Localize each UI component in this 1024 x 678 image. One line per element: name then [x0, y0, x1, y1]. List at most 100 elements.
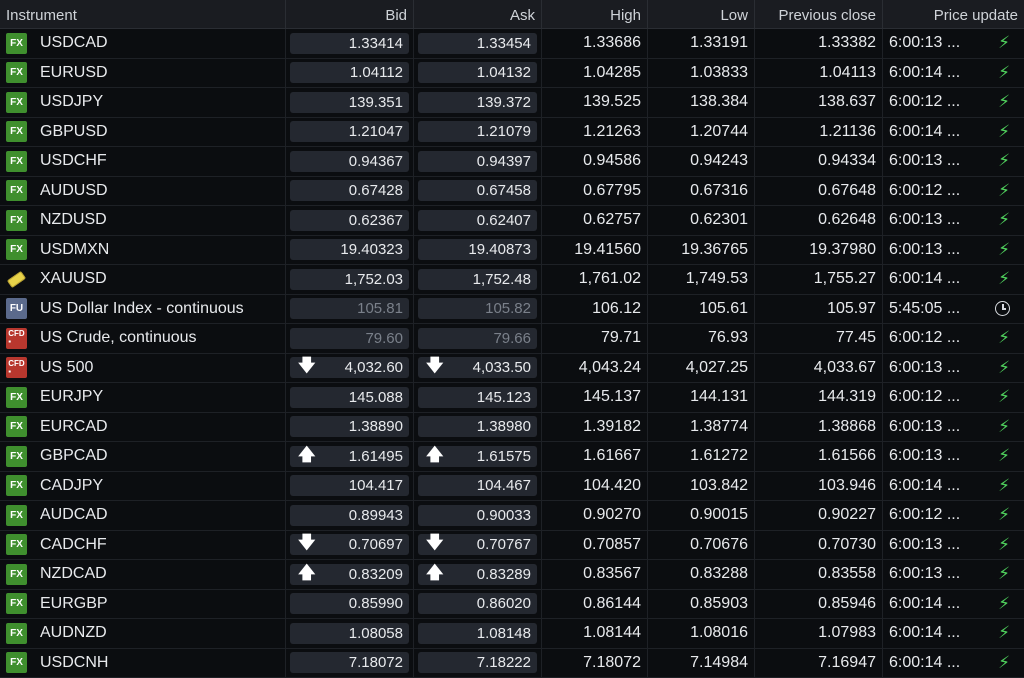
bid-cell[interactable]: 79.60 [286, 324, 414, 353]
ask-cell[interactable]: 0.62407 [414, 206, 542, 235]
bid-button[interactable]: 79.60 [290, 328, 409, 349]
bid-cell[interactable]: 🡅1.61495 [286, 442, 414, 471]
ask-cell[interactable]: 🡅0.83289 [414, 560, 542, 589]
table-row[interactable]: XAUUSD 1,752.03 1,752.48 1,761.02 1,749.… [0, 265, 1024, 295]
bid-button[interactable]: 1.38890 [290, 416, 409, 437]
ask-cell[interactable]: 1.21079 [414, 118, 542, 147]
bid-button[interactable]: 1.33414 [290, 33, 409, 54]
bid-cell[interactable]: 🡇0.70697 [286, 531, 414, 560]
ask-button[interactable]: 1.38980 [418, 416, 537, 437]
bid-button[interactable]: 19.40323 [290, 239, 409, 260]
ask-cell[interactable]: 79.66 [414, 324, 542, 353]
ask-button[interactable]: 🡅1.61575 [418, 446, 537, 467]
ask-cell[interactable]: 1.33454 [414, 29, 542, 58]
ask-cell[interactable]: 0.94397 [414, 147, 542, 176]
ask-cell[interactable]: 🡇4,033.50 [414, 354, 542, 383]
bid-button[interactable]: 1,752.03 [290, 269, 409, 290]
ask-cell[interactable]: 0.90033 [414, 501, 542, 530]
table-row[interactable]: CFD▪US 500 🡇4,032.60 🡇4,033.50 4,043.24 … [0, 354, 1024, 384]
ask-cell[interactable]: 1.04132 [414, 59, 542, 88]
bid-cell[interactable]: 145.088 [286, 383, 414, 412]
bid-button[interactable]: 🡅0.83209 [290, 564, 409, 585]
ask-cell[interactable]: 7.18222 [414, 649, 542, 678]
ask-button[interactable]: 1.04132 [418, 62, 537, 83]
ask-button[interactable]: 🡇4,033.50 [418, 357, 537, 378]
bid-button[interactable]: 139.351 [290, 92, 409, 113]
col-ask[interactable]: Ask [414, 0, 542, 28]
bid-button[interactable]: 7.18072 [290, 652, 409, 673]
ask-cell[interactable]: 🡇0.70767 [414, 531, 542, 560]
bid-cell[interactable]: 0.62367 [286, 206, 414, 235]
ask-button[interactable]: 1,752.48 [418, 269, 537, 290]
bid-button[interactable]: 104.417 [290, 475, 409, 496]
bid-cell[interactable]: 0.67428 [286, 177, 414, 206]
bid-cell[interactable]: 1,752.03 [286, 265, 414, 294]
ask-button[interactable]: 1.08148 [418, 623, 537, 644]
bid-button[interactable]: 1.04112 [290, 62, 409, 83]
ask-cell[interactable]: 1,752.48 [414, 265, 542, 294]
ask-button[interactable]: 104.467 [418, 475, 537, 496]
bid-cell[interactable]: 19.40323 [286, 236, 414, 265]
col-price-update[interactable]: Price update [883, 0, 1024, 28]
ask-cell[interactable]: 1.38980 [414, 413, 542, 442]
bid-cell[interactable]: 105.81 [286, 295, 414, 324]
bid-cell[interactable]: 139.351 [286, 88, 414, 117]
col-bid[interactable]: Bid [286, 0, 414, 28]
ask-button[interactable]: 🡅0.83289 [418, 564, 537, 585]
bid-cell[interactable]: 1.21047 [286, 118, 414, 147]
col-high[interactable]: High [542, 0, 648, 28]
ask-button[interactable]: 145.123 [418, 387, 537, 408]
ask-button[interactable]: 7.18222 [418, 652, 537, 673]
ask-button[interactable]: 79.66 [418, 328, 537, 349]
ask-button[interactable]: 105.82 [418, 298, 537, 319]
ask-button[interactable]: 1.21079 [418, 121, 537, 142]
bid-button[interactable]: 1.08058 [290, 623, 409, 644]
ask-cell[interactable]: 139.372 [414, 88, 542, 117]
bid-cell[interactable]: 1.08058 [286, 619, 414, 648]
bid-cell[interactable]: 0.85990 [286, 590, 414, 619]
ask-cell[interactable]: 105.82 [414, 295, 542, 324]
bid-button[interactable]: 0.62367 [290, 210, 409, 231]
bid-cell[interactable]: 1.38890 [286, 413, 414, 442]
bid-button[interactable]: 1.21047 [290, 121, 409, 142]
bid-button[interactable]: 🡇4,032.60 [290, 357, 409, 378]
bid-button[interactable]: 0.89943 [290, 505, 409, 526]
ask-cell[interactable]: 0.67458 [414, 177, 542, 206]
ask-cell[interactable]: 0.86020 [414, 590, 542, 619]
ask-button[interactable]: 19.40873 [418, 239, 537, 260]
ask-cell[interactable]: 104.467 [414, 472, 542, 501]
ask-button[interactable]: 0.94397 [418, 151, 537, 172]
table-row[interactable]: CFD▪US Crude, continuous 79.60 79.66 79.… [0, 324, 1024, 354]
ask-button[interactable]: 0.62407 [418, 210, 537, 231]
bid-cell[interactable]: 0.89943 [286, 501, 414, 530]
bid-button[interactable]: 105.81 [290, 298, 409, 319]
col-instrument[interactable]: Instrument [0, 0, 286, 28]
ask-cell[interactable]: 145.123 [414, 383, 542, 412]
bid-cell[interactable]: 1.04112 [286, 59, 414, 88]
ask-button[interactable]: 0.90033 [418, 505, 537, 526]
bid-cell[interactable]: 104.417 [286, 472, 414, 501]
ask-cell[interactable]: 19.40873 [414, 236, 542, 265]
bid-cell[interactable]: 7.18072 [286, 649, 414, 678]
bid-button[interactable]: 🡇0.70697 [290, 534, 409, 555]
bid-button[interactable]: 145.088 [290, 387, 409, 408]
ask-button[interactable]: 0.86020 [418, 593, 537, 614]
bid-cell[interactable]: 🡇4,032.60 [286, 354, 414, 383]
